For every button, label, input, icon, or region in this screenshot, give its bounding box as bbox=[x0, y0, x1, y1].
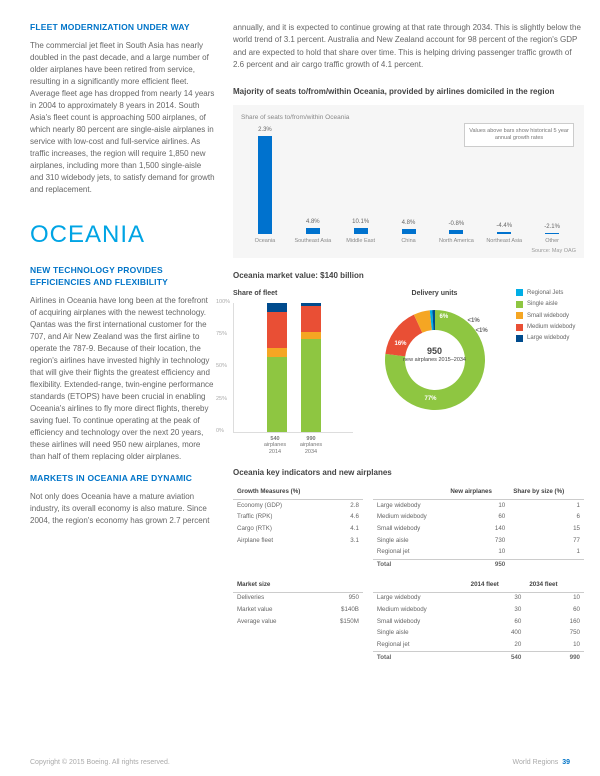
legend-item: Large widebody bbox=[516, 334, 584, 342]
legend: Regional Jets Single aisle Small widebody M… bbox=[516, 289, 584, 346]
sec1-heading: NEW TECHNOLOGY PROVIDES EFFICIENCIES AND… bbox=[30, 265, 215, 289]
bar-col: -2.1%Other bbox=[532, 223, 572, 246]
stack-bar bbox=[267, 303, 287, 432]
donut-label: 6% bbox=[440, 313, 449, 321]
bar-col: 10.1%Middle East bbox=[341, 218, 381, 246]
tbl-fleet: 2014 fleet2034 fleetLarge widebody3010Me… bbox=[373, 579, 584, 664]
market-value-title: Oceania market value: $140 billion bbox=[233, 270, 584, 281]
stacked-chart: Share of fleet 0%25%50%75%100% 540airpla… bbox=[233, 289, 353, 456]
donut-label: 77% bbox=[425, 395, 437, 403]
bar-col: 4.8%China bbox=[389, 219, 429, 246]
legend-item: Single aisle bbox=[516, 300, 584, 308]
tbl-market: Market sizeDeliveries950Market value$140… bbox=[233, 579, 363, 628]
legend-item: Regional Jets bbox=[516, 289, 584, 297]
legend-item: Small widebody bbox=[516, 312, 584, 320]
bar-chart-title: Majority of seats to/from/within Oceania… bbox=[233, 86, 584, 97]
sec2-heading: MARKETS IN OCEANIA ARE DYNAMIC bbox=[30, 473, 215, 485]
bar-col: -4.4%Northeast Asia bbox=[484, 222, 524, 246]
tbl-new: New airplanesShare by size (%)Large wide… bbox=[373, 486, 584, 571]
bar-chart-subtitle: Share of seats to/from/within Oceania bbox=[241, 113, 576, 122]
fleet-mod-heading: FLEET MODERNIZATION UNDER WAY bbox=[30, 22, 215, 34]
bar-chart: Share of seats to/from/within Oceania 2.… bbox=[233, 105, 584, 258]
oceania-title: OCEANIA bbox=[30, 218, 215, 252]
bar-chart-note: Values above bars show historical 5 year… bbox=[464, 123, 574, 147]
bar-col: -0.8%North America bbox=[436, 220, 476, 246]
footer-right: World Regions 39 bbox=[513, 758, 570, 768]
legend-item: Medium widebody bbox=[516, 323, 584, 331]
donut-title: Delivery units bbox=[367, 289, 502, 299]
donut-label: <1% bbox=[476, 327, 488, 335]
bar-col: 4.8%Southeast Asia bbox=[293, 218, 333, 246]
donut-center: 950 new airplanes 2015–2034 bbox=[380, 346, 490, 363]
donut-label: 16% bbox=[395, 340, 407, 348]
indicators-title: Oceania key indicators and new airplanes bbox=[233, 467, 584, 478]
stack-bar bbox=[301, 303, 321, 432]
intro-right-para: annually, and it is expected to continue… bbox=[233, 22, 584, 72]
stacked-chart-title: Share of fleet bbox=[233, 289, 353, 299]
donut-label: <1% bbox=[468, 317, 480, 325]
footer: Copyright © 2015 Boeing. All rights rese… bbox=[0, 758, 600, 768]
donut-chart: Delivery units 950 new airplanes 2015–20… bbox=[367, 289, 502, 415]
sec1-text: Airlines in Oceania have long been at th… bbox=[30, 295, 215, 463]
sec2-text: Not only does Oceania have a mature avia… bbox=[30, 491, 215, 527]
indicators-tables: Growth Measures (%)Economy (GDP)2.8Traff… bbox=[233, 486, 584, 663]
bar-col: 2.3%Oceania bbox=[245, 126, 285, 246]
bar-chart-source: Source: May OAG bbox=[241, 248, 576, 256]
tbl-growth: Growth Measures (%)Economy (GDP)2.8Traff… bbox=[233, 486, 363, 546]
copyright: Copyright © 2015 Boeing. All rights rese… bbox=[30, 758, 170, 768]
fleet-mod-para: The commercial jet fleet in South Asia h… bbox=[30, 40, 215, 196]
